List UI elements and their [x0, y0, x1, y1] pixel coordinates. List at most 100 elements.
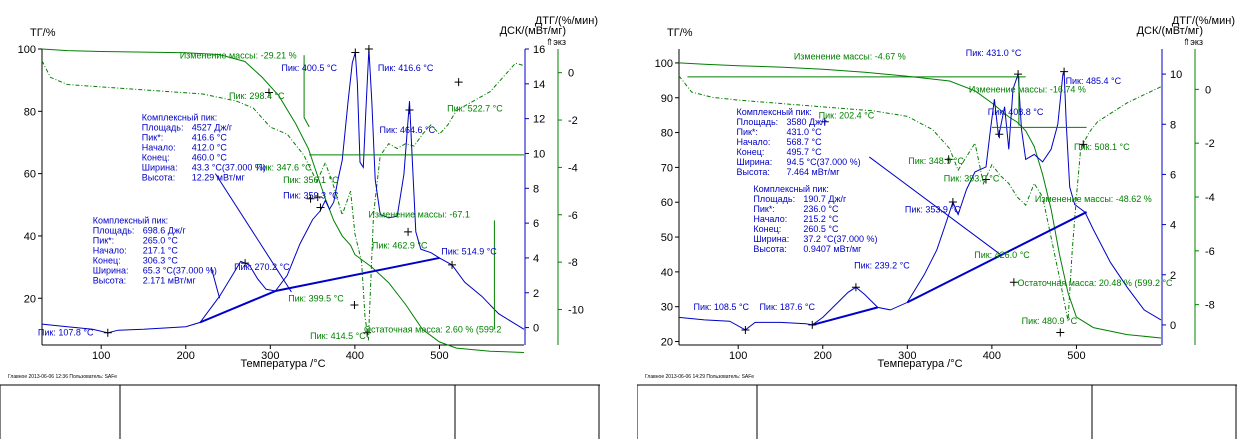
info-box-key: Пик*: [142, 133, 163, 143]
dsc-tick-label: 2 [1170, 270, 1176, 282]
peak-annotation: Пик: 393.0 °C [944, 173, 1000, 183]
peak-annotation: Пик: 399.5 °C [288, 293, 344, 303]
tg-tick-label: 50 [661, 232, 673, 244]
peak-marker [364, 45, 373, 53]
peak-marker [851, 283, 860, 292]
tg-tick-label: 70 [661, 162, 673, 174]
peak-annotation: Пик: 426.0 °C [974, 250, 1030, 260]
peak-annotation: Пик: 464.6 °C [380, 125, 436, 135]
peak-marker [1009, 278, 1018, 287]
tg-tick-label: 100 [18, 44, 36, 56]
peak-marker [948, 198, 957, 207]
x-axis-label: Температура /°C [240, 358, 325, 370]
mass-step-line [303, 55, 310, 128]
peak-annotation: Пик: 416.6 °C [378, 63, 434, 73]
tg-axis-label: ТГ/% [30, 27, 56, 39]
peak-marker [404, 227, 413, 236]
x-tick-label: 400 [983, 350, 1001, 362]
info-box-value: 0.9407 мВт/мг [803, 244, 862, 254]
peak-annotation: Пик: 480.9 °C [1022, 316, 1078, 326]
dsc-curve [41, 48, 525, 334]
info-box-key: Пик*: [93, 235, 114, 245]
peak-annotation: Пик: 408.8 °C [988, 107, 1044, 117]
info-box-value: 4527 Дж/г [192, 123, 233, 133]
info-box-key: Комплексный пик: [142, 113, 217, 123]
peak-annotation: Пик: 356.1 °C [283, 175, 339, 185]
peak-marker [103, 328, 112, 337]
peak-annotation: Пик: 400.5 °C [281, 63, 337, 73]
info-box-value: 37.2 °C(37.000 %) [803, 234, 877, 244]
peak-marker [350, 300, 359, 309]
tg-tick-label: 80 [661, 128, 673, 140]
info-box-key: Площадь: [142, 123, 184, 133]
peak-annotation: Пик: 239.2 °C [854, 260, 910, 270]
peak-annotation: Пик: 514.9 °C [441, 247, 497, 257]
info-box-value: 7.464 мВт/мг [787, 167, 841, 177]
dtg-tick-label: -8 [568, 257, 578, 269]
dtg-curve [41, 60, 525, 341]
info-box-value: 236.0 °C [803, 204, 839, 214]
tg-tick-label: 20 [661, 337, 673, 349]
info-box-key: Начало: [753, 214, 787, 224]
info-box-key: Высота: [93, 275, 126, 285]
info-box-value: 265.0 °C [143, 235, 179, 245]
peak-annotation: Изменение массы: -29.21 % [180, 50, 297, 60]
info-box-value: 215.2 °C [803, 214, 839, 224]
info-box-key: Пик*: [737, 127, 758, 137]
info-box-value: 306.3 °C [143, 255, 179, 265]
info-box-value: 12.29 мВт/мг [192, 173, 246, 183]
dsc-baseline [906, 211, 1088, 304]
tg-tick-label: 40 [661, 267, 673, 279]
peak-marker [454, 78, 463, 87]
info-box-key: Начало: [737, 137, 771, 147]
dtg-tick-label: -4 [1205, 192, 1215, 204]
info-box-key: Пик*: [753, 204, 774, 214]
dtg-tick-label: -6 [1205, 246, 1215, 258]
info-box-value: 2.171 мВт/мг [143, 275, 197, 285]
info-box-key: Комплексный пик: [753, 184, 828, 194]
peak-marker [995, 130, 1004, 139]
info-box-value: 43.3 °C(37.000 %) [192, 163, 266, 173]
info-box-key: Начало: [93, 245, 127, 255]
exo-label: ⇑экз [1183, 37, 1203, 47]
peak-annotation: Пик: 508.1 °C [1074, 142, 1130, 152]
peak-marker [313, 193, 322, 201]
info-box-value: 568.7 °C [787, 137, 823, 147]
leader-line [868, 156, 1001, 255]
peak-marker [448, 260, 457, 269]
peak-annotation: Пик: 348.9 °C [908, 156, 964, 166]
x-tick-label: 500 [430, 350, 448, 362]
peak-marker [351, 48, 360, 57]
peak-annotation: Пик: 187.6 °C [759, 302, 815, 312]
dtg-axis-label: ДТГ/(%/мин) [535, 15, 598, 27]
dtg-tick-label: -2 [1205, 138, 1215, 150]
info-box-value: 217.1 °C [143, 245, 179, 255]
dtg-axis-label: ДТГ/(%/мин) [1172, 15, 1235, 27]
info-box-key: Конец: [142, 153, 170, 163]
dtg-tick-label: -6 [568, 210, 578, 222]
peak-marker [264, 88, 273, 97]
dtg-tick-label: -4 [568, 162, 578, 174]
info-box-key: Ширина: [93, 265, 129, 275]
tg-tick-label: 60 [24, 169, 36, 181]
peak-marker [405, 105, 414, 114]
info-box-value: 431.0 °C [787, 127, 823, 137]
peak-annotation: Пик: 462.9 °C [372, 240, 428, 250]
dsc-tick-label: 8 [1170, 119, 1176, 131]
dtg-tick-label: 0 [568, 68, 574, 80]
info-box-value: 94.5 °C(37.000 %) [787, 157, 861, 167]
info-box-value: 3580 Дж/г [787, 117, 828, 127]
info-box-key: Площадь: [93, 225, 135, 235]
peak-marker [316, 203, 325, 212]
info-box-key: Высота: [142, 173, 175, 183]
info-box-key: Конец: [737, 147, 765, 157]
info-box-value: 190.7 Дж/г [803, 194, 847, 204]
peak-marker [944, 155, 953, 164]
dsc-baseline [199, 290, 276, 324]
dsc-tick-label: 4 [533, 253, 539, 265]
x-tick-label: 200 [177, 350, 195, 362]
info-box-key: Комплексный пик: [93, 215, 168, 225]
info-box-value: 65.3 °C(37.000 %) [143, 265, 217, 275]
dsc-tick-label: 6 [533, 218, 539, 230]
dtg-tick-label: -8 [1205, 300, 1215, 312]
